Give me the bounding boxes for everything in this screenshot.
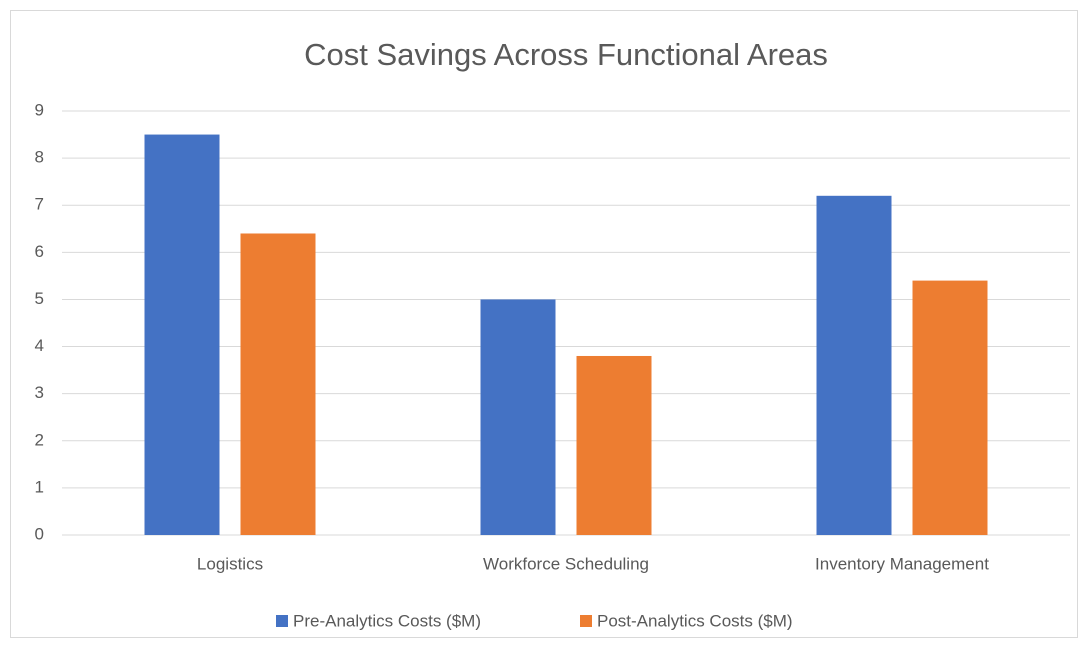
x-tick-label: Workforce Scheduling bbox=[483, 554, 649, 573]
bar bbox=[480, 299, 556, 535]
y-tick-label: 8 bbox=[35, 148, 44, 167]
legend-label: Pre-Analytics Costs ($M) bbox=[293, 611, 481, 630]
legend-label: Post-Analytics Costs ($M) bbox=[597, 611, 793, 630]
chart-title: Cost Savings Across Functional Areas bbox=[304, 37, 828, 72]
y-tick-label: 4 bbox=[35, 336, 44, 355]
y-tick-label: 0 bbox=[35, 524, 44, 543]
y-tick-label: 9 bbox=[35, 100, 44, 119]
bar bbox=[816, 195, 892, 536]
y-tick-label: 6 bbox=[35, 242, 44, 261]
y-tick-label: 2 bbox=[35, 430, 44, 449]
legend-swatch bbox=[276, 615, 288, 627]
bar bbox=[240, 233, 316, 535]
y-tick-label: 7 bbox=[35, 195, 44, 214]
x-tick-label: Logistics bbox=[197, 554, 263, 573]
bar bbox=[576, 355, 652, 535]
bar bbox=[144, 134, 220, 536]
x-tick-label: Inventory Management bbox=[815, 554, 989, 573]
legend-swatch bbox=[580, 615, 592, 627]
y-tick-label: 1 bbox=[35, 477, 44, 496]
y-tick-label: 5 bbox=[35, 289, 44, 308]
bar bbox=[912, 280, 988, 535]
y-tick-label: 3 bbox=[35, 383, 44, 402]
